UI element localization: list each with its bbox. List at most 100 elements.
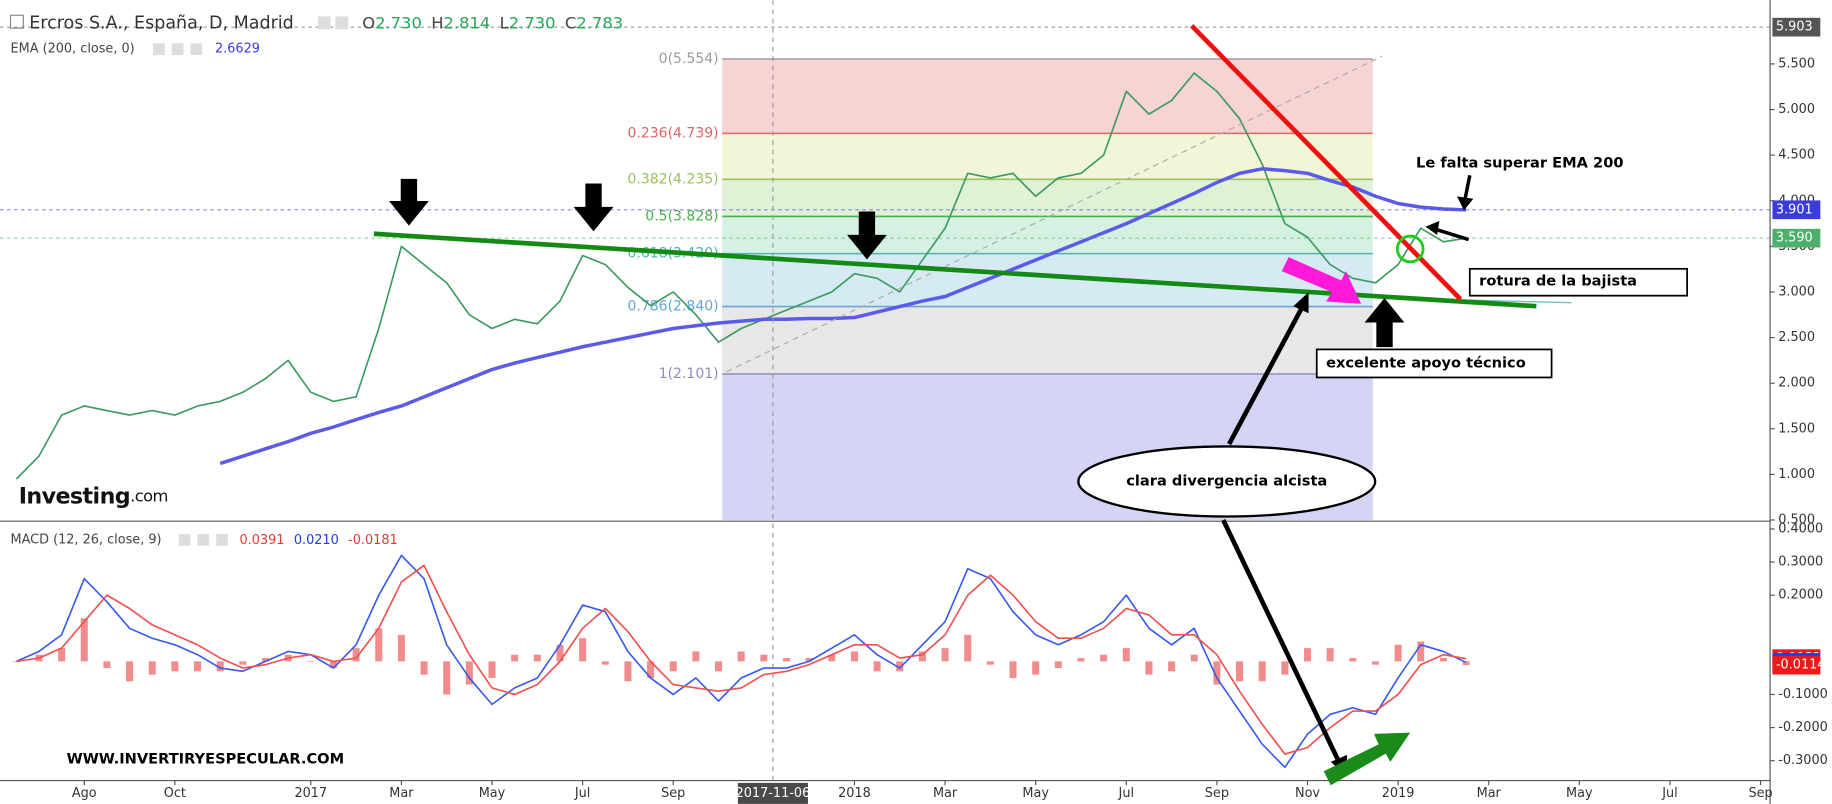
histogram-bar: [1032, 661, 1040, 675]
y-tick-label: 3.000: [1778, 284, 1815, 299]
fib-label: 0.786(2.840): [627, 299, 718, 315]
histogram-bar: [1258, 661, 1266, 682]
logo-suffix: .com: [130, 486, 168, 505]
annotation: Le falta superar EMA 200: [1416, 155, 1623, 172]
x-tick-label: May: [1022, 786, 1049, 801]
header: Ercros S.A., España, D, Madrid O2.730 H2.…: [9, 13, 623, 547]
histogram-bar: [103, 661, 111, 668]
ohlc-key: O: [362, 13, 375, 32]
y-tick-label: -0.2000: [1778, 720, 1828, 735]
histogram-bar: [986, 661, 994, 665]
ohlc-key: H: [431, 13, 443, 32]
annotation-box: [1315, 348, 1553, 379]
y-tick-label: 2.500: [1778, 330, 1815, 345]
histogram-bar: [1326, 648, 1334, 662]
icon[interactable]: [216, 534, 228, 546]
histogram-bar: [375, 628, 383, 662]
ohlc-key: C: [565, 13, 576, 32]
collapse-icon[interactable]: [9, 14, 24, 29]
x-tick-label: 2017: [294, 786, 327, 801]
icon[interactable]: [335, 16, 349, 30]
axis-badge-label: -0.0114: [1776, 658, 1826, 673]
annotation-box: [1468, 267, 1688, 297]
axis-badge-label: 3.901: [1776, 202, 1813, 217]
x-tick-label: Sep: [661, 786, 685, 801]
histogram-bar: [1236, 661, 1244, 682]
macd-values: 0.0391 0.0210 -0.0181: [240, 532, 398, 547]
macd-label: MACD (12, 26, close, 9): [11, 532, 162, 547]
histogram-bar: [80, 618, 88, 662]
y-tick-label: 2.000: [1778, 376, 1815, 391]
axis-badge-label: 3.590: [1776, 231, 1813, 246]
histogram-bar: [828, 654, 836, 662]
histogram-bar: [873, 661, 881, 672]
icon[interactable]: [190, 43, 203, 55]
y-tick-label: 5.000: [1778, 102, 1815, 117]
x-tick-label: Mar: [933, 786, 958, 801]
histogram-bar: [1417, 641, 1425, 662]
histogram-bar: [850, 651, 858, 662]
ema-label: EMA (200, close, 0): [11, 42, 135, 57]
histogram-bar: [216, 661, 224, 672]
histogram-bar: [805, 658, 813, 662]
y-tick-label: 0.4000: [1778, 521, 1823, 536]
fib-label: 0.5(3.828): [645, 208, 718, 224]
icon[interactable]: [171, 43, 184, 55]
histogram-bar: [397, 634, 405, 662]
histogram-bar: [624, 661, 632, 682]
histogram-bar: [12, 661, 20, 662]
fib-label: 0.382(4.235): [627, 171, 718, 187]
histogram-bar: [148, 661, 156, 675]
magenta-arrow: [1281, 257, 1362, 304]
y-tick-label: 5.500: [1778, 56, 1815, 71]
x-tick-label: May: [479, 786, 506, 801]
histogram-bar: [511, 654, 519, 662]
histogram-bar: [1462, 661, 1470, 666]
y-tick-label: -0.1000: [1778, 687, 1828, 702]
histogram-bar: [352, 648, 360, 662]
x-tick-label: Ago: [72, 786, 97, 801]
series-line: [16, 554, 1467, 769]
histogram-bar: [1213, 661, 1221, 685]
pointer: [1221, 518, 1342, 763]
axis-badge: [1772, 228, 1821, 248]
histogram-bar: [1439, 658, 1447, 662]
pointer-head: [1425, 220, 1440, 235]
axes: 0.5001.0001.5002.0002.5003.0003.5004.000…: [72, 17, 1828, 804]
histogram-bar: [1304, 648, 1312, 662]
histogram-bar: [1100, 654, 1108, 662]
ohlc: O2.730 H2.814 L2.730 C2.783: [362, 13, 623, 32]
logo-text: Investing: [19, 483, 130, 509]
ema-value: 2.6629: [215, 42, 260, 57]
axis-badge-label: 5.903: [1776, 20, 1813, 35]
histogram-bar: [1394, 644, 1402, 662]
x-tick-label: Sep: [1205, 786, 1229, 801]
x-tick-label: Jul: [574, 786, 591, 801]
crosshair-badge: [737, 782, 808, 804]
x-tick-label: Mar: [1477, 786, 1502, 801]
histogram-bar: [307, 661, 315, 662]
y-tick-label: 0.2000: [1778, 588, 1823, 603]
histogram-bar: [941, 648, 949, 662]
histogram-bar: [1281, 661, 1289, 675]
icon[interactable]: [153, 43, 165, 55]
histogram-bar: [647, 661, 655, 678]
fib-band: [722, 306, 1373, 374]
histogram-bar: [239, 661, 247, 665]
histogram-bar: [760, 654, 768, 662]
annotation-ellipse: [1077, 445, 1377, 518]
down-arrow: [389, 178, 429, 226]
icon[interactable]: [178, 534, 191, 546]
pointer-head: [1456, 196, 1474, 211]
icon[interactable]: [197, 534, 210, 546]
histogram-bar: [964, 634, 972, 662]
histogram-bar: [669, 661, 677, 672]
histogram-bar: [737, 651, 745, 662]
series-line: [15, 72, 1467, 480]
annotations: Le falta superar EMA 200 rotura de la ba…: [19, 24, 1688, 786]
ohlc-value: 2.814: [444, 13, 491, 32]
annotation: clara divergencia alcista: [1126, 472, 1327, 489]
axis-badge: [1772, 17, 1821, 37]
histogram-bar: [1168, 661, 1176, 672]
icon[interactable]: [317, 16, 331, 30]
